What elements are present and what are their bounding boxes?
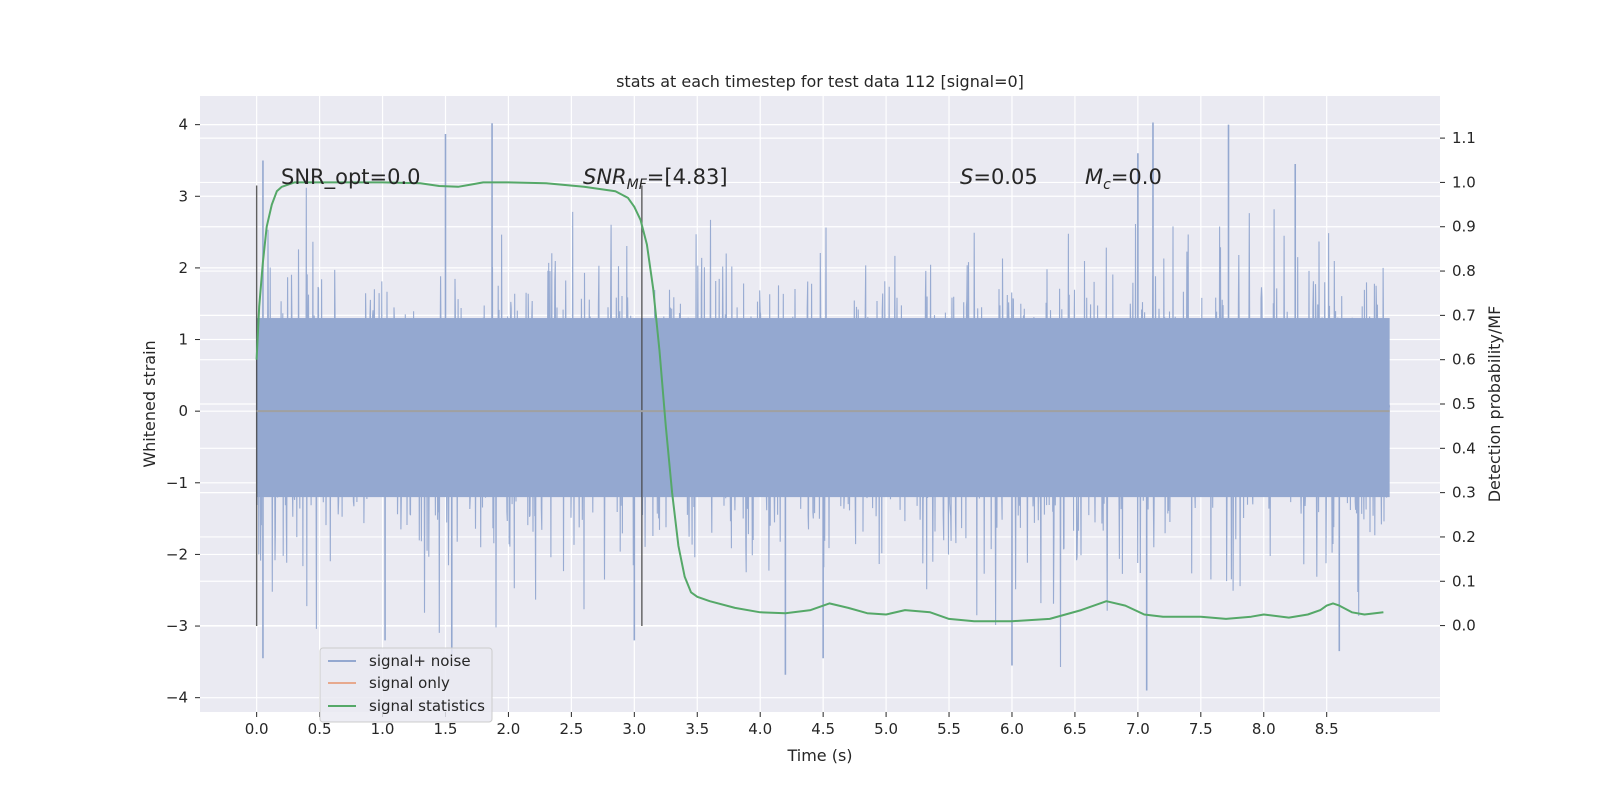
signal-statistics-line [255,181,1384,623]
x-tick-label: 4.0 [748,720,772,738]
annotation-s-rest: =0.05 [973,165,1037,189]
x-tick-label: 6.5 [1063,720,1087,738]
y-right-tick-label: 0.2 [1452,528,1476,546]
vertical-markers [255,185,643,627]
y-tick-label: 2 [178,259,188,277]
y-tick-label: 0 [178,402,188,420]
x-tick-label: 7.0 [1126,720,1150,738]
x-tick-label: 1.5 [434,720,458,738]
y-right-tick-label: 0.6 [1452,351,1476,369]
x-tick-label: 5.5 [937,720,961,738]
y-axis-label: Whitened strain [140,340,159,467]
y-tick-label: 1 [178,331,188,349]
y-right-tick-label: 0.3 [1452,484,1476,502]
axis-ticks: 0.0 0.5 1.0 1.5 2.0 2.5 3.0 3.5 4.0 4.5 5.0 5.5 6.0 6… [166,116,1476,738]
y-right-tick-label: 0.4 [1452,439,1476,457]
x-tick-label: 5.0 [874,720,898,738]
annotation-mc-sub: c [1103,177,1111,193]
x-tick-label: 7.5 [1189,720,1213,738]
y-tick-label: −3 [166,617,188,635]
x-tick-label: 0.5 [308,720,332,738]
x-tick-label: 0.0 [245,720,269,738]
annotation-mc-rest: =0.0 [1111,165,1162,189]
series-signal-noise [256,122,1391,691]
x-tick-label: 1.0 [371,720,395,738]
y-right-tick-label: 0.0 [1452,617,1476,635]
x-tick-label: 8.5 [1315,720,1339,738]
y-right-axis-label: Detection probability/MF [1485,306,1504,503]
x-tick-label: 4.5 [811,720,835,738]
annotation-snr-opt: SNR_opt=0.0 [281,165,421,190]
annotation-snr-mf: SNRMF=[4.83] [583,165,728,193]
annotation-s: S=0.05 [960,165,1038,189]
y-tick-label: −2 [166,545,188,563]
x-axis-label: Time (s) [786,746,852,765]
legend-box [319,647,493,723]
chart-title: stats at each timestep for test data 112… [616,72,1024,91]
legend: signal+ noise signal only signal statist… [319,647,493,723]
annotation-s-sym: S [960,165,973,189]
y-right-tick-label: 0.8 [1452,262,1476,280]
y-right-tick-label: 1.0 [1452,173,1476,191]
legend-label-signal-statistics: signal statistics [369,697,485,715]
x-tick-label: 2.5 [559,720,583,738]
x-tick-label: 6.0 [1000,720,1024,738]
y-right-tick-label: 0.5 [1452,395,1476,413]
y-right-tick-label: 0.9 [1452,218,1476,236]
annotation-mc-sym: M [1085,165,1103,189]
x-tick-label: 3.5 [685,720,709,738]
annotation-snr-mf-base: SNR [583,165,627,189]
y-right-tick-label: 0.1 [1452,572,1476,590]
annotation-snr-mf-rest: =[4.83] [647,165,728,189]
y-right-tick-label: 1.1 [1452,129,1476,147]
y-tick-label: 3 [178,187,188,205]
y-tick-label: −4 [166,689,188,707]
x-tick-label: 8.0 [1252,720,1276,738]
y-tick-label: −1 [166,474,188,492]
x-tick-label: 3.0 [622,720,646,738]
y-tick-label: 4 [178,116,188,134]
annotation-mc: Mc=0.0 [1085,165,1162,193]
annotation-snr-mf-sub: MF [627,177,648,193]
x-tick-label: 2.0 [496,720,520,738]
series-signal-statistics [255,181,1384,623]
y-right-tick-label: 0.7 [1452,306,1476,324]
legend-label-signal-noise: signal+ noise [369,652,471,670]
legend-label-signal-only: signal only [369,674,450,692]
